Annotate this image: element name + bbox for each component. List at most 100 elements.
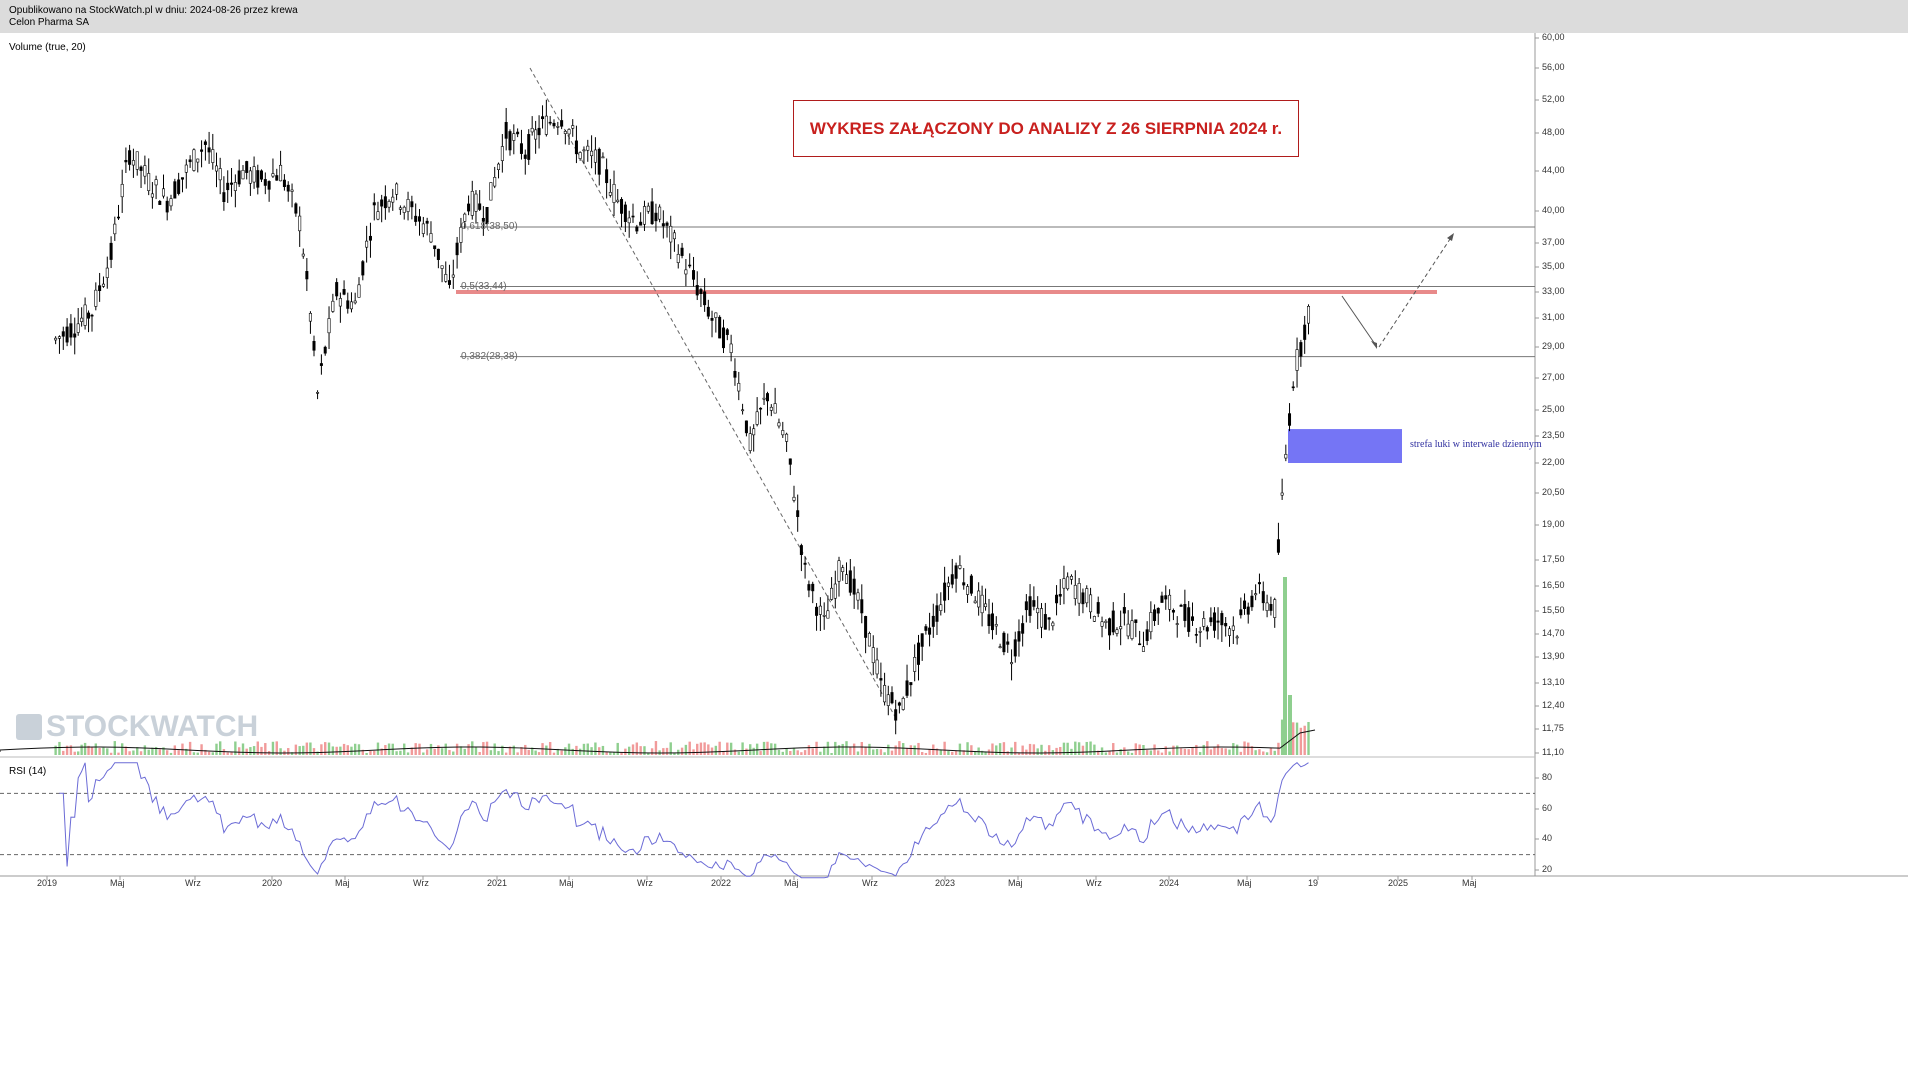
volume-bar bbox=[1119, 749, 1122, 755]
time-tick-label: Maj bbox=[559, 878, 574, 888]
volume-bar bbox=[733, 749, 737, 755]
candle-body bbox=[635, 226, 639, 232]
candle-body bbox=[703, 291, 707, 306]
candle-body bbox=[65, 326, 69, 343]
candle-body bbox=[871, 647, 875, 664]
volume-bar bbox=[204, 749, 207, 755]
candle-body bbox=[485, 206, 489, 224]
volume-bar bbox=[745, 748, 748, 755]
time-tick-label: Wrz bbox=[413, 878, 429, 888]
candle-body bbox=[113, 223, 117, 235]
volume-bar bbox=[482, 742, 485, 755]
candle-body bbox=[1096, 602, 1100, 614]
candle-body bbox=[597, 148, 601, 175]
volume-bar bbox=[504, 752, 508, 755]
volume-bar bbox=[864, 746, 867, 755]
candle-body bbox=[342, 289, 346, 295]
candle-body bbox=[1085, 588, 1089, 604]
volume-bar bbox=[1040, 744, 1043, 755]
candle-body bbox=[661, 223, 665, 227]
volume-bar bbox=[1191, 747, 1194, 755]
candle-body bbox=[759, 407, 763, 410]
volume-bar bbox=[1123, 747, 1126, 755]
volume-average-line bbox=[0, 729, 1316, 754]
candle-body bbox=[233, 182, 237, 191]
candle-body bbox=[516, 131, 520, 135]
volume-bar bbox=[803, 750, 807, 755]
candle-body bbox=[1036, 607, 1040, 614]
volume-bar bbox=[984, 752, 987, 755]
rsi-tick-label: 40 bbox=[1542, 833, 1553, 843]
candle-body bbox=[271, 173, 275, 177]
candle-body bbox=[658, 206, 662, 220]
candle-body bbox=[1194, 634, 1198, 636]
price-tick-label: 17,50 bbox=[1542, 554, 1565, 564]
fibonacci-level-label: 0,5(33,44) bbox=[461, 280, 507, 292]
candle-body bbox=[946, 582, 950, 587]
candle-body bbox=[323, 346, 327, 354]
time-tick-label: Wrz bbox=[185, 878, 201, 888]
volume-bar bbox=[1198, 752, 1202, 755]
candle-body bbox=[537, 127, 541, 136]
candle-body bbox=[676, 253, 680, 263]
volume-bar bbox=[173, 745, 177, 755]
candle-body bbox=[69, 323, 73, 338]
candle-body bbox=[987, 614, 991, 627]
volume-bar bbox=[800, 752, 803, 755]
volume-bar bbox=[1142, 745, 1145, 755]
volume-bar bbox=[935, 748, 939, 755]
volume-bar bbox=[98, 747, 101, 755]
volume-bar bbox=[305, 742, 309, 755]
volume-bar bbox=[508, 746, 512, 755]
time-tick-label: 2021 bbox=[487, 878, 508, 888]
time-tick-label: 19 bbox=[1308, 878, 1319, 888]
candle-body bbox=[372, 202, 376, 206]
volume-bar bbox=[905, 748, 909, 755]
volume-bar bbox=[1157, 750, 1160, 755]
time-tick-label: 2019 bbox=[37, 878, 58, 888]
candle-body bbox=[1205, 627, 1209, 632]
candle-body bbox=[741, 409, 745, 412]
candle-body bbox=[165, 200, 169, 213]
volume-bar bbox=[1055, 747, 1058, 755]
candle-body bbox=[312, 341, 316, 351]
candle-body bbox=[241, 170, 245, 180]
volume-bar bbox=[939, 749, 943, 755]
candle-body bbox=[769, 406, 773, 411]
volume-bar bbox=[188, 741, 192, 755]
volume-bar bbox=[76, 751, 80, 755]
candle-body bbox=[256, 170, 260, 188]
time-tick-label: Wrz bbox=[1086, 878, 1102, 888]
volume-bar bbox=[192, 752, 196, 755]
volume-bar bbox=[703, 742, 706, 755]
volume-bar bbox=[1047, 745, 1051, 755]
instrument-name: Celon Pharma SA bbox=[9, 17, 90, 28]
candle-body bbox=[331, 300, 335, 312]
volume-bar bbox=[69, 745, 73, 755]
price-tick-label: 14,70 bbox=[1542, 628, 1565, 638]
volume-bar bbox=[601, 745, 605, 755]
candle-body bbox=[493, 177, 497, 187]
gap-zone-label: strefa luki w interwale dziennym bbox=[1410, 439, 1542, 451]
candle-body bbox=[966, 586, 970, 595]
volume-bar bbox=[815, 741, 818, 755]
candle-body bbox=[631, 215, 635, 218]
candle-body bbox=[1183, 604, 1187, 621]
candle-body bbox=[90, 314, 94, 317]
resistance-line bbox=[456, 290, 1437, 294]
volume-bar bbox=[755, 743, 759, 755]
candle-body bbox=[954, 565, 958, 579]
volume-bar bbox=[890, 750, 894, 755]
candle-body bbox=[335, 282, 339, 297]
candle-body bbox=[807, 584, 811, 591]
gap-zone bbox=[1288, 429, 1402, 463]
volume-bar bbox=[998, 743, 1002, 755]
candle-body bbox=[398, 207, 402, 210]
volume-bar bbox=[1269, 747, 1273, 755]
volume-bar bbox=[631, 744, 635, 755]
candle-body bbox=[1243, 600, 1247, 609]
volume-bar bbox=[1172, 745, 1175, 755]
candle-body bbox=[200, 149, 204, 152]
time-tick-label: Maj bbox=[335, 878, 350, 888]
